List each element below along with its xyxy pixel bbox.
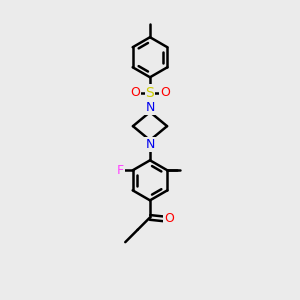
Text: O: O xyxy=(160,86,170,99)
Text: O: O xyxy=(164,212,174,225)
Text: S: S xyxy=(146,85,154,100)
Text: N: N xyxy=(145,138,155,151)
Text: F: F xyxy=(117,164,124,177)
Text: O: O xyxy=(130,86,140,99)
Text: N: N xyxy=(145,101,155,114)
